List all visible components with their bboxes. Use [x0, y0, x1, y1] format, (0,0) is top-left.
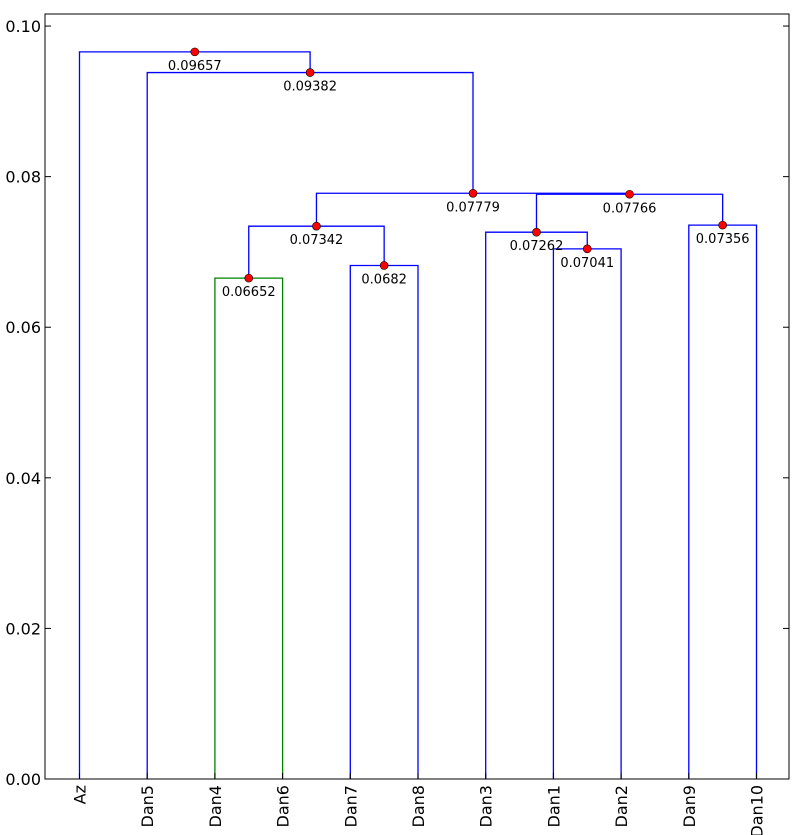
merge-label-m1: 0.06652: [222, 285, 276, 300]
merge-label-m7: 0.07766: [603, 201, 657, 216]
merge-label-m8: 0.07779: [446, 200, 500, 215]
leaf-label-dan8: Dan8: [409, 785, 428, 827]
merge-marker-m3: [582, 244, 592, 254]
merge-label-m10: 0.09657: [168, 59, 222, 74]
link-m10: [78, 51, 311, 779]
merge-marker-m2: [379, 261, 389, 270]
leaf-label-dan1: Dan1: [544, 785, 563, 827]
leaf-label-dan2: Dan2: [612, 785, 631, 827]
dendrogram-links: [78, 51, 758, 779]
link-m9: [146, 71, 474, 779]
link-m1: [214, 277, 284, 779]
x-axis: Az Dan5 Dan4 Dan6 Dan7 Dan8 Dan3 Dan1 Dan2 Dan9 Da…: [71, 773, 767, 835]
merge-labels: 0.06652 0.0682 0.07041 0.07262 0.07342 0.0735…: [168, 59, 750, 300]
merge-label-m2: 0.0682: [361, 272, 407, 287]
leaf-label-dan7: Dan7: [341, 785, 360, 827]
link-m3: [552, 248, 622, 779]
merge-label-m6: 0.07356: [696, 232, 750, 247]
y-tick-label: 0.10: [5, 17, 41, 36]
leaf-label-dan4: Dan4: [206, 785, 225, 827]
merge-marker-m6: [718, 220, 727, 230]
merge-marker-m1: [244, 273, 254, 283]
y-tick-label: 0.04: [5, 469, 41, 488]
y-tick-label: 0.06: [5, 318, 41, 337]
link-m6: [688, 224, 758, 779]
y-tick-label: 0.00: [5, 770, 41, 789]
leaf-label-dan5: Dan5: [138, 785, 157, 827]
merge-marker-m10: [190, 47, 200, 57]
plot-frame: [44, 13, 790, 780]
merge-label-m4: 0.07262: [510, 239, 564, 254]
merge-marker-m9: [305, 68, 315, 77]
merge-marker-m8: [468, 188, 478, 198]
leaf-label-az: Az: [71, 785, 90, 804]
leaf-label-dan3: Dan3: [477, 785, 496, 827]
merge-label-m5: 0.07342: [290, 233, 344, 248]
leaf-label-dan10: Dan10: [748, 785, 767, 835]
y-tick-label: 0.08: [5, 168, 41, 187]
leaf-label-dan9: Dan9: [680, 785, 699, 827]
y-axis: 0.00 0.02 0.04 0.06 0.08 0.10: [5, 17, 789, 789]
leaf-label-dan6: Dan6: [274, 785, 293, 827]
merge-marker-m7: [625, 189, 634, 199]
link-m4: [485, 231, 588, 779]
merge-label-m9: 0.09382: [283, 80, 337, 95]
merge-marker-m4: [532, 227, 541, 237]
merge-label-m3: 0.07041: [560, 256, 614, 271]
merge-markers: [190, 47, 727, 283]
link-m2: [349, 264, 419, 779]
merge-marker-m5: [312, 221, 321, 231]
y-tick-label: 0.02: [5, 619, 41, 638]
